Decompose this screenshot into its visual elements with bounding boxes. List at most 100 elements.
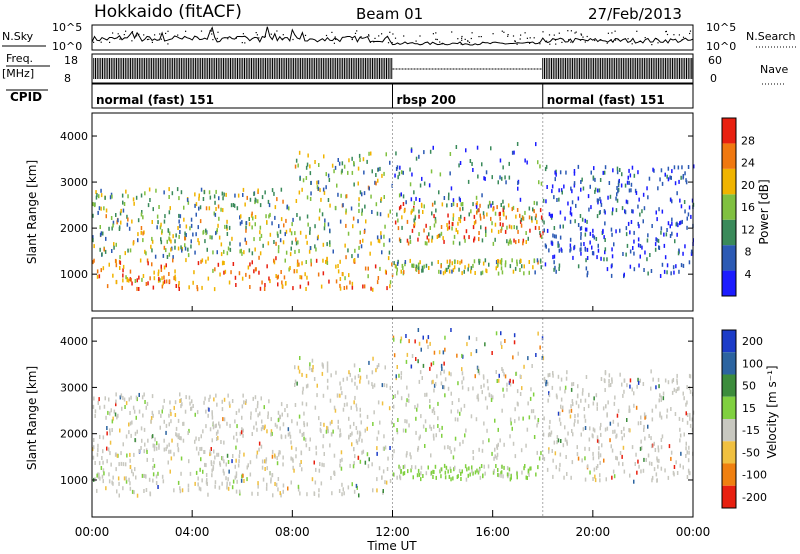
- power-cell: [384, 224, 386, 229]
- power-cell: [308, 249, 311, 254]
- noise-search-dot: [567, 30, 569, 32]
- power-cell: [413, 190, 415, 195]
- velocity-cell: [199, 467, 201, 472]
- velocity-cell: [613, 401, 616, 406]
- velocity-cell: [424, 444, 426, 448]
- velocity-cell: [138, 393, 140, 397]
- velocity-cell: [549, 372, 551, 377]
- velocity-cell: [94, 409, 97, 414]
- power-cell: [171, 191, 174, 196]
- power-cell: [639, 212, 641, 217]
- power-cell: [310, 258, 312, 263]
- power-cell: [481, 193, 483, 198]
- velocity-cell: [185, 395, 187, 400]
- velocity-cell: [378, 466, 381, 471]
- power-cell: [179, 230, 181, 234]
- velocity-cell: [215, 393, 217, 398]
- velocity-cell: [152, 478, 154, 483]
- power-cell: [216, 228, 218, 233]
- velocity-cell: [395, 374, 397, 379]
- velocity-cell: [242, 393, 244, 398]
- power-cell: [538, 226, 540, 231]
- power-cell: [151, 239, 154, 244]
- velocity-cell: [246, 477, 248, 482]
- power-cell: [245, 240, 248, 245]
- velocity-cell: [655, 472, 658, 477]
- power-cell: [397, 175, 399, 180]
- velocity-cell: [144, 442, 146, 447]
- velocity-cell: [306, 492, 308, 497]
- velocity-cell: [290, 456, 292, 461]
- power-cell: [500, 258, 503, 263]
- velocity-cell: [311, 358, 314, 363]
- velocity-colorbar-tick: 200: [742, 335, 763, 348]
- power-cell: [152, 207, 154, 212]
- velocity-cell: [527, 468, 530, 473]
- velocity-cell: [165, 447, 167, 452]
- power-cell: [298, 150, 301, 155]
- power-cell: [514, 266, 517, 271]
- velocity-cell: [96, 488, 98, 493]
- power-cell: [199, 205, 202, 210]
- velocity-cell: [141, 438, 143, 443]
- power-cell: [259, 236, 261, 241]
- velocity-cell: [472, 450, 474, 454]
- power-cell: [305, 287, 307, 291]
- power-cell: [300, 275, 303, 280]
- power-cell: [671, 169, 673, 174]
- velocity-cell: [264, 424, 266, 429]
- power-cell: [285, 218, 287, 223]
- velocity-cell: [351, 431, 353, 436]
- velocity-cell: [441, 425, 443, 430]
- power-cell: [611, 232, 613, 237]
- velocity-cell: [105, 415, 107, 420]
- power-cell: [476, 210, 478, 215]
- velocity-cell: [279, 450, 281, 455]
- velocity-cell: [384, 365, 386, 370]
- power-cell: [291, 240, 293, 245]
- velocity-cell: [402, 465, 405, 470]
- velocity-cell: [588, 447, 591, 452]
- velocity-cell: [468, 335, 470, 340]
- power-cell: [376, 235, 379, 240]
- velocity-cell: [112, 416, 114, 421]
- power-cell: [289, 252, 292, 257]
- velocity-cell: [226, 421, 228, 426]
- velocity-cell: [298, 414, 301, 419]
- power-cell: [249, 197, 252, 202]
- velocity-cell: [596, 406, 598, 411]
- power-cell: [485, 170, 488, 175]
- velocity-cell: [472, 456, 475, 461]
- power-cell: [184, 246, 187, 251]
- power-cell: [257, 188, 259, 193]
- velocity-cell: [406, 419, 408, 424]
- velocity-cell: [535, 353, 537, 357]
- power-cell: [112, 223, 114, 228]
- velocity-cell: [651, 417, 654, 422]
- velocity-cell: [462, 354, 464, 359]
- velocity-cell: [384, 480, 386, 485]
- power-cell: [421, 265, 424, 270]
- power-cell: [348, 273, 350, 278]
- power-cell: [151, 220, 153, 224]
- velocity-cell: [433, 411, 436, 415]
- power-cell: [580, 247, 582, 252]
- velocity-cell: [238, 459, 240, 464]
- velocity-cell: [263, 426, 265, 431]
- power-cell: [267, 241, 270, 246]
- velocity-colorbar-tick: 100: [742, 357, 763, 370]
- velocity-cell: [274, 482, 276, 486]
- velocity-cell: [183, 421, 185, 426]
- power-cell: [129, 248, 132, 253]
- velocity-cell: [509, 477, 512, 482]
- power-cell: [540, 181, 543, 186]
- velocity-colorbar-tick: -200: [742, 491, 767, 504]
- noise-search-dot: [387, 42, 390, 44]
- velocity-cell: [572, 432, 574, 437]
- velocity-cell: [597, 451, 600, 456]
- power-cell: [604, 238, 606, 242]
- velocity-cell: [214, 424, 217, 429]
- velocity-cell: [356, 385, 358, 390]
- power-cell: [458, 163, 460, 168]
